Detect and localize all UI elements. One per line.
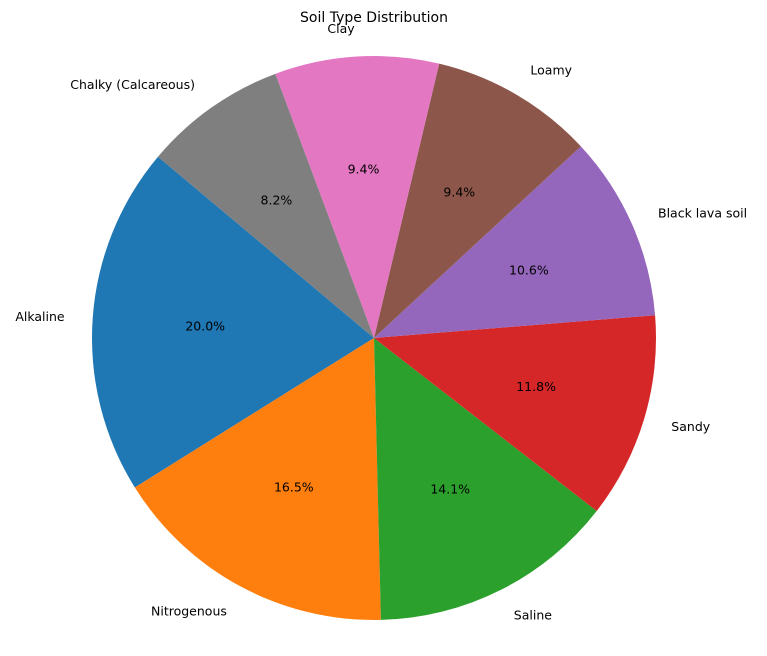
pie-slice-6 — [275, 55, 440, 338]
chart-title: Soil Type Distribution — [300, 10, 448, 26]
pie-slice-3 — [374, 315, 657, 511]
pie-slice-0 — [91, 156, 374, 488]
category-label-2: Saline — [514, 607, 552, 622]
percent-label-0: 20.0% — [185, 319, 225, 334]
percent-label-2: 14.1% — [430, 482, 470, 497]
category-label-0: Alkaline — [15, 309, 65, 324]
category-label-3: Sandy — [671, 419, 710, 434]
percent-label-5: 9.4% — [443, 184, 475, 199]
pie-slice-7 — [157, 73, 374, 338]
category-labels: Alkaline Nitrogenous Saline Sandy Black lava… — [15, 21, 747, 623]
category-label-4: Black lava soil — [658, 206, 747, 221]
category-label-5: Loamy — [530, 63, 572, 78]
percent-label-3: 11.8% — [516, 379, 556, 394]
category-label-7: Chalky (Calcareous) — [70, 77, 195, 92]
category-label-6: Clay — [327, 21, 355, 36]
pie-slice-2 — [374, 338, 597, 620]
percent-label-7: 8.2% — [261, 192, 293, 207]
category-label-1: Nitrogenous — [151, 604, 227, 619]
percent-labels: 20.0% 16.5% 14.1% 11.8% 10.6% 9.4% 9.4% 8.2% — [185, 162, 556, 497]
percent-label-6: 9.4% — [348, 162, 380, 177]
pie-slice-4 — [374, 146, 656, 338]
pie-slice-1 — [134, 338, 381, 621]
pie-slice-5 — [374, 63, 581, 338]
percent-label-4: 10.6% — [509, 262, 549, 277]
percent-label-1: 16.5% — [274, 480, 314, 495]
pie-slices — [91, 55, 657, 621]
